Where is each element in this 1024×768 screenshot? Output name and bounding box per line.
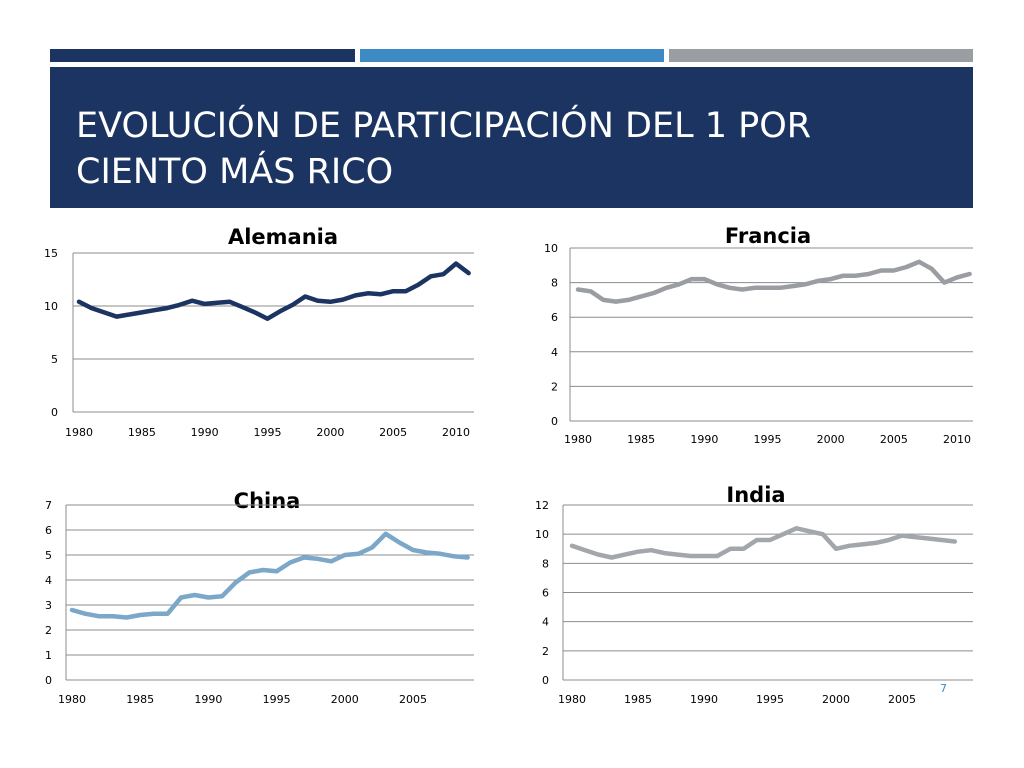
y-tick-label-china-0: 0 <box>45 674 52 687</box>
chart-title-francia: Francia <box>725 224 811 248</box>
chart-title-china: China <box>234 489 301 513</box>
y-tick-label-china-6: 6 <box>45 524 52 537</box>
x-tick-label-alemania-2010: 2010 <box>442 426 470 439</box>
y-tick-label-china-5: 5 <box>45 549 52 562</box>
x-tick-label-francia-2000: 2000 <box>817 433 845 446</box>
y-tick-label-china-2: 2 <box>45 624 52 637</box>
y-tick-label-india-8: 8 <box>542 557 549 570</box>
x-tick-label-china-1985: 1985 <box>126 693 154 706</box>
y-tick-label-alemania-0: 0 <box>51 406 58 419</box>
y-tick-label-china-3: 3 <box>45 599 52 612</box>
page-number: 7 <box>940 682 947 695</box>
x-tick-label-india-1985: 1985 <box>624 693 652 706</box>
y-tick-label-francia-4: 4 <box>551 346 558 359</box>
y-tick-label-francia-10: 10 <box>544 242 558 255</box>
slide-title: EVOLUCIÓN DE PARTICIPACIÓN DEL 1 POR CIE… <box>76 106 812 192</box>
y-tick-label-india-4: 4 <box>542 616 549 629</box>
x-tick-label-china-1980: 1980 <box>58 693 86 706</box>
x-tick-label-alemania-1985: 1985 <box>128 426 156 439</box>
accent-bar-gray <box>669 49 973 62</box>
x-tick-label-alemania-1995: 1995 <box>254 426 282 439</box>
y-tick-label-francia-0: 0 <box>551 415 558 428</box>
x-tick-label-alemania-2005: 2005 <box>379 426 407 439</box>
x-tick-label-china-1990: 1990 <box>194 693 222 706</box>
series-line-francia <box>575 259 972 304</box>
chart-title-india: India <box>726 483 785 507</box>
y-tick-label-china-4: 4 <box>45 574 52 587</box>
x-tick-label-alemania-1990: 1990 <box>191 426 219 439</box>
y-tick-label-alemania-5: 5 <box>51 353 58 366</box>
x-tick-label-francia-2005: 2005 <box>880 433 908 446</box>
chart-title-alemania: Alemania <box>228 225 338 249</box>
y-tick-label-francia-2: 2 <box>551 380 558 393</box>
accent-bar-dark <box>50 49 355 62</box>
x-tick-label-francia-1980: 1980 <box>564 433 592 446</box>
x-tick-label-francia-1990: 1990 <box>690 433 718 446</box>
y-tick-label-india-6: 6 <box>542 587 549 600</box>
accent-bar-blue <box>360 49 664 62</box>
y-tick-label-china-1: 1 <box>45 649 52 662</box>
series-line-india <box>569 526 958 560</box>
x-tick-label-india-1980: 1980 <box>558 693 586 706</box>
series-line-alemania <box>76 261 471 321</box>
x-tick-label-india-2005: 2005 <box>888 693 916 706</box>
y-tick-label-china-7: 7 <box>45 499 52 512</box>
y-tick-label-alemania-10: 10 <box>44 300 58 313</box>
x-tick-label-india-1990: 1990 <box>690 693 718 706</box>
x-tick-label-india-1995: 1995 <box>756 693 784 706</box>
x-tick-label-francia-1985: 1985 <box>627 433 655 446</box>
y-tick-label-india-12: 12 <box>535 499 549 512</box>
x-tick-label-china-2005: 2005 <box>399 693 427 706</box>
x-tick-label-india-2000: 2000 <box>822 693 850 706</box>
x-tick-label-francia-2010: 2010 <box>943 433 971 446</box>
y-tick-label-francia-6: 6 <box>551 311 558 324</box>
series-line-china <box>69 531 470 620</box>
y-tick-label-india-2: 2 <box>542 645 549 658</box>
y-tick-label-india-10: 10 <box>535 528 549 541</box>
x-tick-label-alemania-1980: 1980 <box>65 426 93 439</box>
x-tick-label-francia-1995: 1995 <box>754 433 782 446</box>
title-banner: EVOLUCIÓN DE PARTICIPACIÓN DEL 1 POR CIE… <box>50 67 973 208</box>
top-accent-bars <box>50 49 973 62</box>
y-tick-label-alemania-15: 15 <box>44 247 58 260</box>
y-tick-label-india-0: 0 <box>542 674 549 687</box>
x-tick-label-alemania-2000: 2000 <box>316 426 344 439</box>
y-tick-label-francia-8: 8 <box>551 277 558 290</box>
x-tick-label-china-2000: 2000 <box>331 693 359 706</box>
x-tick-label-china-1995: 1995 <box>263 693 291 706</box>
